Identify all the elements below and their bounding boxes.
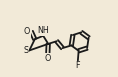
Text: O: O [45, 54, 51, 63]
Text: S: S [23, 46, 28, 55]
Text: NH: NH [37, 26, 49, 35]
Text: F: F [76, 61, 80, 70]
Text: O: O [24, 27, 30, 36]
